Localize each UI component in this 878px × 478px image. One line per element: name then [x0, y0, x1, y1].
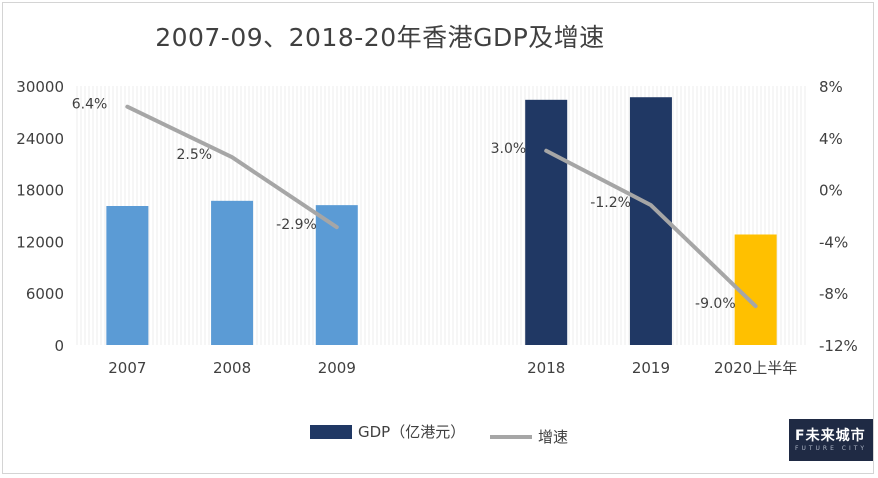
growth-line	[125, 104, 758, 309]
legend: GDP（亿港元） 增速	[0, 421, 878, 447]
gdp-bar-6	[734, 234, 777, 345]
gdp-bar-0	[106, 206, 149, 345]
x-tick-label-1: 2008	[213, 359, 251, 377]
left-axis-labels: 30000 24000 18000 12000 6000 0	[16, 78, 64, 355]
y-tick-label: 0	[54, 337, 64, 355]
y-tick-label: 24000	[16, 130, 64, 148]
future-city-logo: F未来城市 FUTURE CITY	[789, 419, 873, 461]
logo-sub-text: FUTURE CITY	[795, 445, 868, 452]
y2-tick-label: -12%	[819, 337, 858, 355]
y2-tick-label: -4%	[819, 233, 848, 251]
y-tick-label: 12000	[16, 233, 64, 251]
x-tick-label-4: 2018	[527, 359, 565, 377]
growth-label-2: -2.9%	[276, 217, 317, 233]
x-tick-label-5: 2019	[632, 359, 670, 377]
legend-swatch-gdp	[309, 424, 352, 439]
data-labels: 6.4% 2.5% -2.9% 3.0% -1.2% -9.0%	[72, 97, 736, 312]
y-tick-label: 18000	[16, 182, 64, 200]
x-tick-label-0: 2007	[108, 359, 146, 377]
legend-label-gdp: GDP（亿港元）	[357, 423, 466, 441]
growth-label-4: 3.0%	[491, 141, 527, 157]
legend-swatch-growth	[490, 434, 532, 439]
growth-label-6: -9.0%	[695, 296, 736, 312]
growth-label-0: 6.4%	[72, 97, 108, 113]
logo-main-text: F未来城市	[795, 428, 866, 444]
growth-line-segment-1	[544, 148, 758, 309]
y2-tick-label: 0%	[819, 182, 843, 200]
growth-label-5: -1.2%	[590, 195, 631, 211]
x-tick-label-6: 2020上半年	[714, 359, 797, 377]
growth-line-segment-0	[125, 104, 339, 230]
legend-item-gdp: GDP（亿港元）	[309, 421, 466, 442]
gdp-bar-1	[211, 200, 254, 345]
y-tick-label: 30000	[16, 78, 64, 96]
gdp-bars	[106, 97, 777, 346]
y2-tick-label: 8%	[819, 78, 843, 96]
y2-tick-label: 4%	[819, 130, 843, 148]
right-axis-labels: 8% 4% 0% -4% -8% -12%	[819, 78, 858, 355]
y-tick-label: 6000	[26, 285, 64, 303]
x-tick-label-2: 2009	[318, 359, 356, 377]
growth-label-1: 2.5%	[176, 147, 212, 163]
legend-label-growth: 增速	[538, 428, 569, 446]
chart-title: 2007-09、2018-20年香港GDP及增速	[155, 23, 605, 52]
legend-item-growth: 增速	[490, 426, 568, 447]
gdp-bar-4	[525, 99, 568, 346]
x-axis-labels: 2007 2008 2009 2018 2019 2020上半年	[108, 359, 797, 377]
y2-tick-label: -8%	[819, 285, 848, 303]
